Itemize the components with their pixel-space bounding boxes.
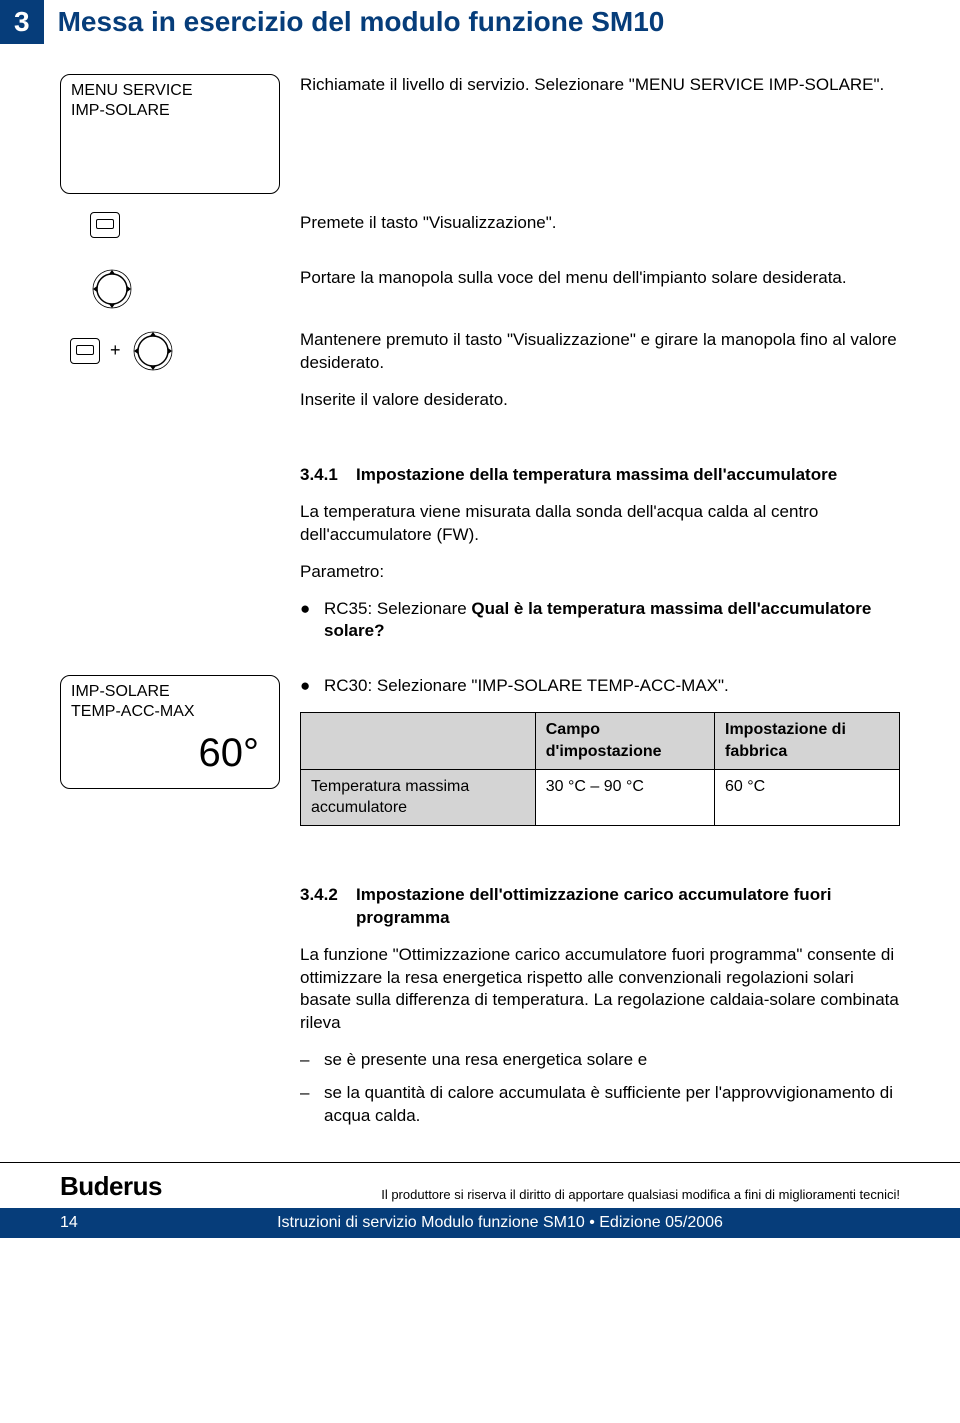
footer-upper: Buderus Il produttore si riserva il diri…	[0, 1163, 960, 1208]
instruction-text: Portare la manopola sulla voce del menu …	[300, 267, 900, 290]
display-line: IMP-SOLARE	[71, 101, 269, 121]
lcd-display-temp: IMP-SOLARE TEMP-ACC-MAX 60°	[60, 675, 280, 789]
list-item: ● RC30: Selezionare "IMP-SOLARE TEMP-ACC…	[300, 675, 900, 698]
table-cell: 60 °C	[715, 769, 900, 825]
parameter-label: Parametro:	[300, 561, 900, 584]
table-cell: 30 °C – 90 °C	[535, 769, 714, 825]
instruction-text: Mantenere premuto il tasto "Visualizzazi…	[300, 329, 900, 375]
chapter-title: Messa in esercizio del modulo funzione S…	[44, 0, 960, 44]
section-heading: 3.4.2 Impostazione dell'ottimizzazione c…	[300, 884, 900, 930]
bullet-list: ● RC30: Selezionare "IMP-SOLARE TEMP-ACC…	[300, 675, 900, 698]
footer-lower: 14 Istruzioni di servizio Modulo funzion…	[0, 1208, 960, 1238]
bullet-icon: ●	[300, 675, 324, 698]
body-text: La temperatura viene misurata dalla sond…	[300, 501, 900, 547]
list-item: – se è presente una resa energetica sola…	[300, 1049, 900, 1072]
dial-icon	[90, 267, 134, 311]
document-title: Istruzioni di servizio Modulo funzione S…	[100, 1214, 900, 1232]
list-item: ● RC35: Selezionare Qual è la temperatur…	[300, 598, 900, 644]
section-title: Impostazione della temperatura massima d…	[356, 464, 837, 487]
screen-icon	[90, 212, 120, 238]
dash-icon: –	[300, 1082, 324, 1128]
list-text: RC30: Selezionare "IMP-SOLARE TEMP-ACC-M…	[324, 675, 729, 698]
bullet-list: ● RC35: Selezionare Qual è la temperatur…	[300, 598, 900, 644]
display-line: MENU SERVICE	[71, 81, 269, 101]
page: 3 Messa in esercizio del modulo funzione…	[0, 0, 960, 1238]
table-cell: Temperatura massima accumulatore	[301, 769, 536, 825]
list-text: RC35: Selezionare	[324, 599, 471, 618]
lcd-display-menu: MENU SERVICE IMP-SOLARE	[60, 74, 280, 194]
section-title: Impostazione dell'ottimizzazione carico …	[356, 884, 900, 930]
list-text: se la quantità di calore accumulata è su…	[324, 1082, 900, 1128]
instruction-text: Inserite il valore desiderato.	[300, 389, 900, 412]
screen-icon	[70, 338, 100, 364]
disclaimer-text: Il produttore si riserva il diritto di a…	[162, 1187, 900, 1202]
instruction-text: Richiamate il livello di servizio. Selez…	[300, 74, 900, 97]
bullet-icon: ●	[300, 598, 324, 644]
plus-icon: +	[106, 340, 125, 361]
parameter-table: Campo d'impostazione Impostazione di fab…	[300, 712, 900, 825]
dash-icon: –	[300, 1049, 324, 1072]
section-number: 3.4.1	[300, 464, 356, 487]
table-header: Impostazione di fabbrica	[715, 713, 900, 769]
instruction-text: Premete il tasto "Visualizzazione".	[300, 212, 900, 235]
brand-logo: Buderus	[60, 1171, 162, 1202]
chapter-header: 3 Messa in esercizio del modulo funzione…	[0, 0, 960, 44]
list-item: – se la quantità di calore accumulata è …	[300, 1082, 900, 1128]
dial-icon	[131, 329, 175, 373]
body-text: La funzione "Ottimizzazione carico accum…	[300, 944, 900, 1036]
table-header: Campo d'impostazione	[535, 713, 714, 769]
table-row: Temperatura massima accumulatore 30 °C –…	[301, 769, 900, 825]
table-header	[301, 713, 536, 769]
section-number: 3.4.2	[300, 884, 356, 930]
display-value: 60°	[71, 722, 269, 778]
display-line: TEMP-ACC-MAX	[71, 702, 269, 722]
list-text: se è presente una resa energetica solare…	[324, 1049, 647, 1072]
section-heading: 3.4.1 Impostazione della temperatura mas…	[300, 464, 900, 487]
page-number: 14	[60, 1214, 100, 1232]
chapter-number: 3	[0, 0, 44, 44]
display-line: IMP-SOLARE	[71, 682, 269, 702]
content-area: MENU SERVICE IMP-SOLARE Richiamate il li…	[0, 44, 960, 1138]
